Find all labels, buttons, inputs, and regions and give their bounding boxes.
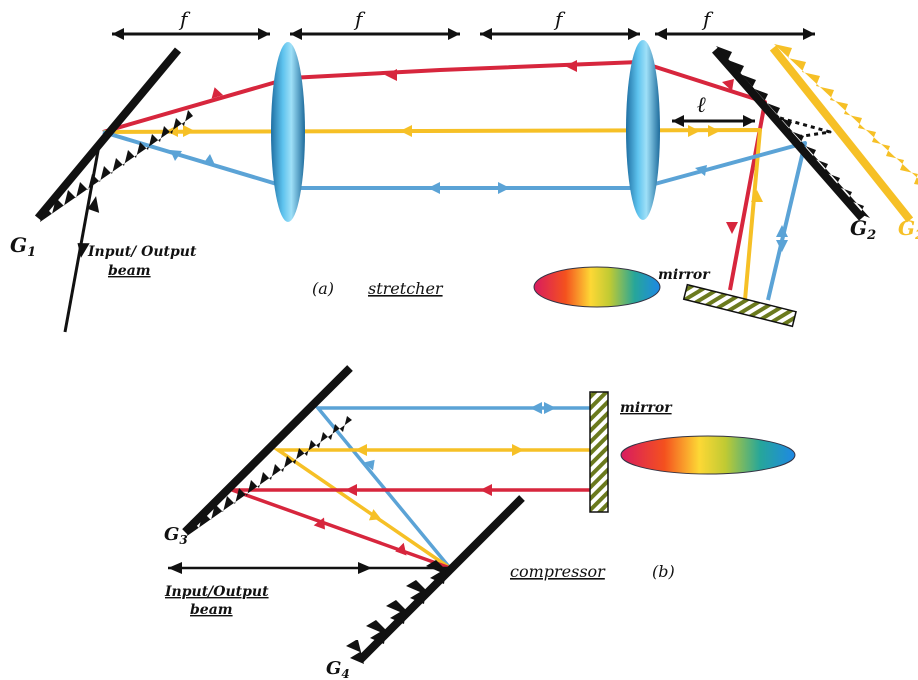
mirror-a (682, 283, 797, 328)
label-part-b: (b) (652, 562, 675, 581)
beam-arrowheads-b (313, 402, 556, 556)
grating-g3 (182, 365, 353, 536)
grating-g4 (346, 495, 525, 664)
spectrum-ellipse-a (533, 266, 661, 308)
yellow-beam-a (102, 128, 762, 301)
focal-arrowheads (112, 28, 815, 40)
input-beam-b (168, 562, 450, 574)
input-beam-a (63, 139, 102, 333)
label-input-output-b: Input/Output (164, 584, 269, 600)
label-g2: G2 (850, 216, 876, 243)
label-g3: G3 (164, 524, 188, 547)
label-beam-b: beam (190, 602, 233, 618)
f-label-1: f (178, 7, 191, 31)
grating-g1 (34, 47, 193, 222)
label-compressor: compressor (510, 562, 606, 581)
f-label-4: f (701, 7, 714, 31)
yellow-beam-b (272, 448, 592, 570)
label-part-a: (a) (312, 279, 334, 298)
f-label-2: f (353, 7, 366, 31)
grating-g2-image (769, 44, 918, 223)
label-mirror-b: mirror (620, 400, 673, 416)
ell-label: ℓ (697, 92, 706, 118)
label-mirror-a: mirror (658, 267, 711, 283)
mirror-b (589, 391, 609, 513)
dotted-extension (779, 116, 832, 140)
spectrum-ellipse-b (620, 435, 796, 475)
ell-dimension (672, 115, 755, 127)
label-stretcher: stretcher (368, 279, 444, 298)
label-input-output-a: Input/ Output (87, 244, 197, 260)
label-g4: G4 (326, 658, 350, 680)
f-label-3: f (553, 7, 566, 31)
label-g1: G1 (10, 233, 36, 260)
blue-beam-b (314, 406, 592, 570)
label-beam-a: beam (108, 263, 151, 279)
grating-g2 (711, 46, 870, 221)
lens-1 (271, 42, 305, 222)
red-beam-a (102, 60, 767, 291)
lens-2 (626, 40, 660, 220)
label-g2-image: G2 (898, 216, 918, 243)
